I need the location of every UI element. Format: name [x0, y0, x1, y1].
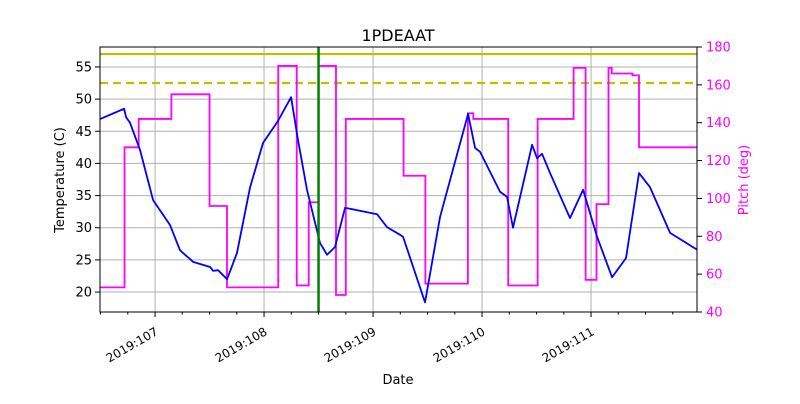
y-tick-label: 45 — [75, 125, 92, 140]
x-tick-label: 2019:110 — [431, 324, 488, 365]
series-layer — [100, 47, 697, 312]
y-tick-label: 30 — [75, 221, 92, 236]
x-tick-label: 2019:107 — [104, 324, 161, 365]
y-axis-right-label: Pitch (deg) — [737, 145, 752, 215]
y-tick-label: 20 — [75, 286, 92, 301]
y-tick-label: 35 — [75, 189, 92, 204]
axes: 2019:107 2019:108 2019:109 2019:110 2019:111… — [75, 41, 730, 366]
chart-title: 1PDEAAT — [361, 26, 434, 45]
y-right-tick-label: 40 — [706, 306, 723, 321]
plot-frame — [100, 47, 697, 312]
y-right-tick-label: 80 — [706, 230, 723, 245]
x-tick-label: 2019:111 — [540, 324, 597, 365]
y-tick-label: 50 — [75, 93, 92, 108]
y-right-tick-label: 140 — [706, 116, 731, 131]
y-right-tick-label: 180 — [706, 41, 731, 56]
grid — [100, 47, 697, 312]
y-tick-label: 25 — [75, 253, 92, 268]
y-right-tick-label: 100 — [706, 192, 731, 207]
y-right-tick-label: 120 — [706, 154, 731, 169]
pitch-series-line — [100, 66, 697, 295]
y-right-tick-label: 160 — [706, 78, 731, 93]
x-axis-label: Date — [382, 373, 413, 388]
temperature-series-line — [100, 97, 697, 302]
x-tick-label: 2019:109 — [322, 324, 379, 365]
y-tick-label: 55 — [75, 60, 92, 75]
y-tick-label: 40 — [75, 157, 92, 172]
y-right-tick-label: 60 — [706, 268, 723, 283]
x-tick-label: 2019:108 — [213, 324, 270, 365]
y-axis-label: Temperature (C) — [53, 127, 68, 234]
